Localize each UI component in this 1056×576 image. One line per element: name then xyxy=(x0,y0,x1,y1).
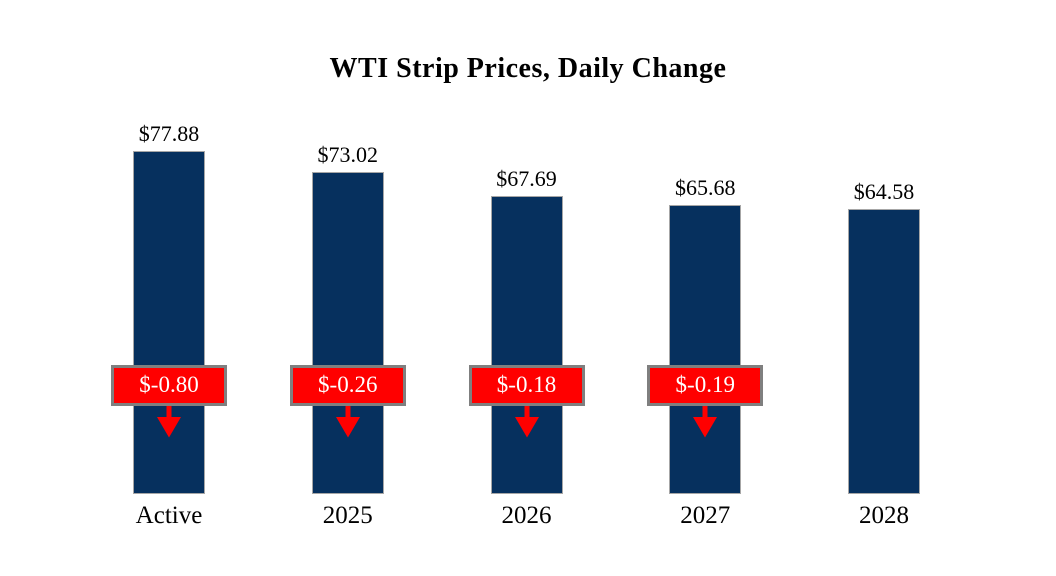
down-arrow-icon xyxy=(335,404,360,438)
daily-change-label: $-0.80 xyxy=(111,365,227,406)
daily-change-label: $-0.19 xyxy=(647,365,764,406)
down-arrow-icon xyxy=(693,404,718,438)
bar-active xyxy=(133,151,205,494)
bar-value-label: $67.69 xyxy=(496,166,557,191)
bar-value-label: $77.88 xyxy=(138,121,200,146)
category-label-2027: 2027 xyxy=(680,502,731,529)
category-label-2025: 2025 xyxy=(322,502,373,529)
down-arrow-icon xyxy=(157,404,181,438)
bar-2026 xyxy=(490,196,563,494)
category-label-active: Active xyxy=(135,502,203,529)
daily-change-label: $-0.26 xyxy=(289,365,406,406)
chart-title: WTI Strip Prices, Daily Change xyxy=(329,53,727,84)
bar-value-label: $65.68 xyxy=(675,175,736,200)
bar-2028 xyxy=(848,209,920,494)
category-label-2026: 2026 xyxy=(501,502,552,529)
bar-2027 xyxy=(669,205,742,494)
daily-change-label: $-0.18 xyxy=(468,365,585,406)
down-arrow-icon xyxy=(514,404,539,438)
bar-value-label: $73.02 xyxy=(317,142,379,167)
bar-2025 xyxy=(311,172,384,494)
category-label-2028: 2028 xyxy=(859,502,909,529)
bar-value-label: $64.58 xyxy=(853,179,915,204)
